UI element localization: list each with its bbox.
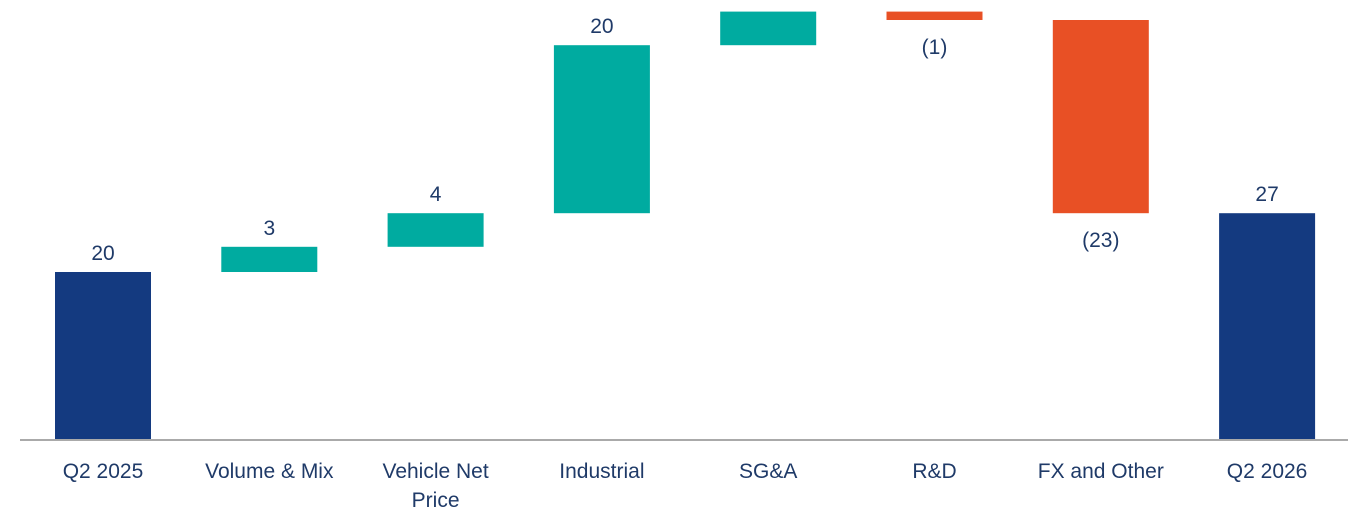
category-label-vehicle-net-price-line1: Vehicle Net <box>382 460 488 483</box>
value-label-q2-2025: 20 <box>91 242 114 265</box>
bar-q2-2026 <box>1219 213 1316 440</box>
bar-r-d <box>886 11 983 20</box>
bars-group <box>55 11 1316 440</box>
category-label-q2-2025: Q2 2025 <box>63 460 144 483</box>
category-label-sg-a: SG&A <box>739 460 797 483</box>
value-label-volume-mix: 3 <box>263 217 275 240</box>
category-label-vehicle-net-price-line2: Price <box>412 489 460 512</box>
bar-fx-and-other <box>1052 20 1149 214</box>
category-label-industrial: Industrial <box>559 460 644 483</box>
value-label-r-d: (1) <box>922 36 948 59</box>
category-label-fx-and-other: FX and Other <box>1038 460 1164 483</box>
category-label-volume-mix: Volume & Mix <box>205 460 334 483</box>
value-label-vehicle-net-price: 4 <box>430 183 442 206</box>
bar-sg-a <box>720 11 817 46</box>
value-labels-group: 20 3 4 20 4 (1) (23) 27 <box>91 0 1278 265</box>
bar-industrial <box>553 45 650 214</box>
bar-volume-mix <box>221 246 318 272</box>
category-label-q2-2026: Q2 2026 <box>1227 460 1308 483</box>
value-label-fx-and-other: (23) <box>1082 229 1119 252</box>
bar-q2-2025 <box>55 272 151 440</box>
category-labels-group: Q2 2025 Volume & Mix Vehicle Net Price Indus… <box>63 460 1308 512</box>
value-label-industrial: 20 <box>590 15 613 38</box>
value-label-sg-a: 4 <box>762 0 774 5</box>
category-label-r-d: R&D <box>912 460 956 483</box>
value-label-q2-2026: 27 <box>1255 183 1278 206</box>
bar-vehicle-net-price <box>387 213 484 247</box>
